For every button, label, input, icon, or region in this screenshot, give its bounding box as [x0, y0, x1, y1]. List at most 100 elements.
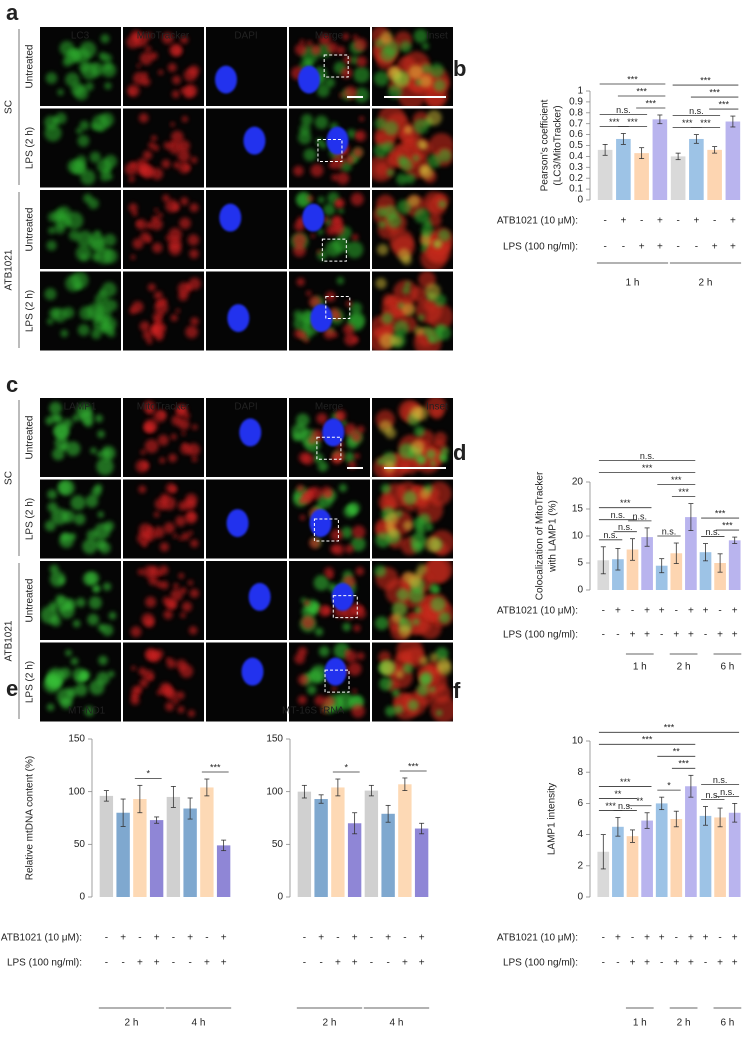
signal: [142, 150, 153, 160]
micrograph: [40, 561, 121, 640]
signal: [52, 117, 60, 125]
signal: [182, 442, 188, 448]
signal: [103, 154, 118, 168]
signal: [389, 229, 414, 254]
signal: [180, 197, 189, 206]
signal: [185, 325, 199, 339]
channel-label: MitoTracker: [137, 402, 190, 413]
group-label: 1 h: [633, 1018, 647, 1029]
signal: [84, 82, 94, 91]
signal: [417, 563, 428, 575]
signal: [414, 207, 430, 224]
micrograph: [40, 190, 121, 269]
signal: [52, 447, 65, 461]
treatment-sign: -: [631, 933, 634, 944]
signal: [97, 511, 105, 518]
signal: [75, 127, 83, 135]
signal: [379, 660, 395, 676]
signal: [82, 538, 98, 554]
signal: [323, 203, 336, 216]
nucleus: [302, 203, 325, 232]
signal: [419, 656, 429, 666]
signal: [408, 575, 421, 588]
signal: [330, 529, 343, 542]
micrograph-background: [123, 108, 204, 188]
significance-label: ***: [645, 98, 656, 108]
treatment-sign: -: [676, 242, 679, 253]
signal: [339, 157, 345, 162]
treatment-sign: -: [660, 958, 663, 969]
significance-label: **: [636, 796, 644, 806]
signal: [301, 604, 317, 620]
treatment-label: LPS (100 ng/ml):: [7, 958, 82, 969]
signal: [97, 623, 106, 632]
signal: [353, 37, 367, 52]
signal: [128, 176, 135, 183]
signal: [385, 427, 397, 439]
treatment-label: ATB1021 (10 μM):: [1, 933, 82, 944]
signal: [93, 584, 101, 593]
y-tick-label: 0.4: [569, 151, 583, 162]
bar: [626, 836, 639, 897]
signal: [187, 709, 196, 718]
signal: [296, 484, 305, 493]
signal: [179, 217, 191, 230]
signal: [336, 172, 350, 185]
signal: [320, 486, 333, 499]
signal: [75, 597, 86, 608]
group-label: 4 h: [192, 1018, 206, 1029]
treatment-sign: -: [370, 958, 373, 969]
signal: [332, 449, 345, 462]
signal: [184, 511, 198, 524]
signal: [94, 230, 101, 237]
group-label: 2 h: [323, 1018, 337, 1029]
signal: [139, 678, 149, 688]
micrograph: [40, 642, 121, 722]
significance-label: ***: [722, 520, 733, 530]
treatment-label: LPS (100 ng/ml):: [503, 630, 578, 641]
signal: [136, 164, 147, 176]
signal: [303, 148, 317, 162]
signal: [84, 706, 95, 717]
treatment-sign: +: [620, 216, 626, 227]
signal: [404, 281, 411, 288]
significance-label: n.s.: [618, 522, 633, 532]
treatment-sign: +: [137, 958, 143, 969]
signal: [191, 456, 198, 463]
signal: [336, 276, 345, 285]
signal: [313, 452, 324, 464]
y-tick-label: 5: [577, 558, 583, 569]
signal: [391, 601, 408, 617]
signal: [144, 439, 159, 454]
signal: [65, 649, 72, 657]
signal: [151, 215, 158, 222]
signal: [386, 168, 395, 177]
y-tick-label: 50: [272, 839, 284, 850]
bar: [685, 786, 697, 897]
signal: [159, 457, 166, 464]
signal: [306, 487, 316, 497]
group-label: SC: [4, 100, 15, 114]
signal: [402, 303, 416, 317]
micrograph: [123, 27, 204, 106]
signal: [130, 626, 142, 638]
signal: [350, 536, 366, 552]
signal: [178, 572, 185, 579]
signal: [57, 88, 64, 96]
bar: [314, 799, 328, 897]
signal: [127, 84, 140, 97]
signal: [438, 148, 452, 163]
signal: [304, 600, 311, 607]
signal: [45, 72, 58, 84]
signal: [161, 159, 171, 169]
signal: [340, 526, 353, 539]
signal: [436, 709, 443, 717]
micrograph: [206, 271, 287, 351]
y-tick-label: 100: [68, 786, 85, 797]
signal: [319, 141, 327, 149]
signal: [188, 530, 194, 536]
signal: [180, 612, 186, 619]
signal: [165, 599, 177, 610]
signal: [172, 203, 180, 212]
signal: [90, 447, 97, 454]
